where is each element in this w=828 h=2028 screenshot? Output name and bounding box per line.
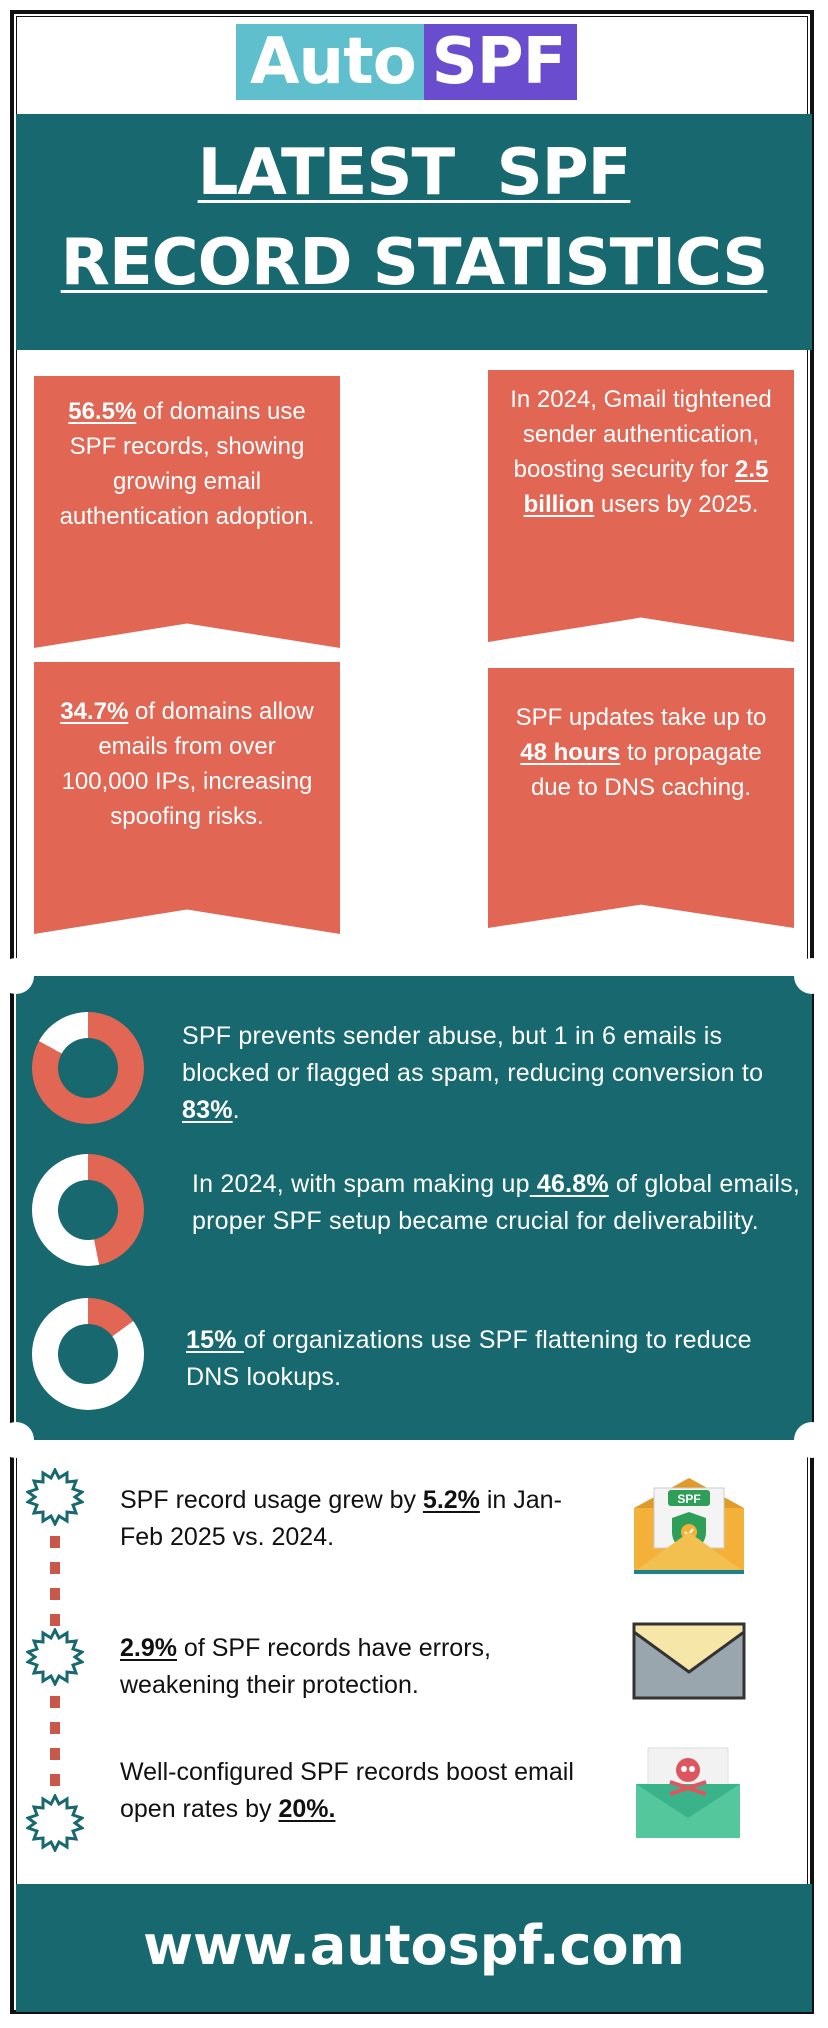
title-line-1: LATEST SPF (197, 136, 632, 210)
stat-value: 2.9% (120, 1634, 177, 1662)
starburst-badge-icon (26, 1468, 84, 1526)
stat-value: 83% (182, 1096, 233, 1124)
stat-value: 56.5% (68, 398, 137, 425)
donut-stat-1: SPF prevents sender abuse, but 1 in 6 em… (182, 1022, 764, 1124)
donut-chart-15 (32, 1298, 144, 1410)
donut-chart-83 (32, 1012, 144, 1124)
envelope-skull-icon (636, 1747, 740, 1838)
stat-ribbon-4: SPF updates take up to 48 hours to propa… (488, 668, 794, 928)
stat-value: 5.2% (422, 1486, 480, 1514)
stat-value: 2.5 billion (523, 456, 769, 518)
donut-stats-section: SPF prevents sender abuse, but 1 in 6 em… (0, 958, 828, 1458)
donut-stat-2: In 2024, with spam making up 46.8% of gl… (192, 1170, 800, 1235)
logo-spf: SPF (423, 24, 578, 100)
stat-value: 20%. (278, 1795, 336, 1823)
stat-ribbon-1: 56.5% of domains use SPF records, showin… (34, 376, 340, 648)
outer-frame (10, 10, 814, 2014)
donut-stat-3: 15% of organizations use SPF flattening … (186, 1326, 752, 1391)
stat-value: 48 hours (520, 739, 621, 766)
envelope-icon (632, 1622, 746, 1700)
stat-value: 46.8% (529, 1170, 609, 1198)
starburst-badge-icon (26, 1628, 84, 1686)
donut-chart-46-8 (32, 1154, 144, 1266)
website-url[interactable]: www.autospf.com (143, 1914, 685, 1977)
autospf-logo: Auto SPF (236, 24, 578, 100)
stat-value: 34.7% (60, 698, 129, 725)
stat-value: 15% (186, 1326, 244, 1354)
starburst-badge-icon (26, 1794, 84, 1852)
spf-envelope-shield-icon: SPF (634, 1478, 744, 1574)
list-stat-1: SPF record usage grew by 5.2% in Jan-Feb… (120, 1486, 562, 1551)
logo-auto: Auto (236, 24, 424, 100)
stat-ribbon-3: 34.7% of domains allow emails from over … (34, 662, 340, 934)
svg-text:SPF: SPF (677, 1492, 700, 1506)
stat-ribbon-2: In 2024, Gmail tightened sender authenti… (488, 370, 794, 642)
title-line-2: RECORD STATISTICS (60, 226, 769, 300)
footer: www.autospf.com (16, 1884, 812, 2012)
list-stat-3: Well-configured SPF records boost email … (120, 1758, 574, 1823)
title-banner: LATEST SPF RECORD STATISTICS (16, 114, 812, 350)
list-stat-2: 2.9% of SPF records have errors, weakeni… (120, 1634, 491, 1699)
